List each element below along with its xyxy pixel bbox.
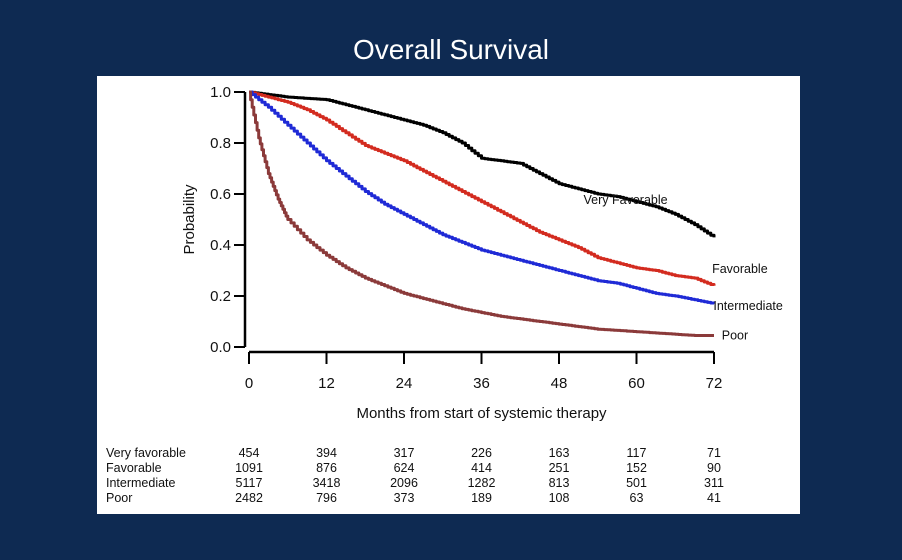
risk-value: 501: [626, 476, 647, 490]
curve-label-favorable: Favorable: [712, 262, 768, 276]
risk-value: 226: [471, 446, 492, 460]
risk-value: 90: [707, 461, 721, 475]
series-line-very-favorable: [249, 90, 716, 238]
y-tick-label: 1.0: [210, 84, 231, 101]
risk-value: 3418: [313, 476, 341, 490]
risk-value: 454: [239, 446, 260, 460]
risk-value: 394: [316, 446, 337, 460]
x-tick-label: 36: [473, 375, 490, 392]
risk-value: 2096: [390, 476, 418, 490]
risk-value: 2482: [235, 491, 263, 505]
risk-value: 189: [471, 491, 492, 505]
x-tick-label: 24: [396, 375, 413, 392]
risk-table: Very favorable 454 394 317 226 163 117 71 Favora…: [106, 446, 724, 505]
series-line-poor: [249, 90, 714, 337]
risk-value: 71: [707, 446, 721, 460]
chart-axes: 0.0 0.2 0.4 0.6 0.8 1.0 0 12 24 36 48 60 72 Months fr…: [181, 84, 722, 422]
risk-value: 152: [626, 461, 647, 475]
risk-row-label: Poor: [106, 491, 132, 505]
x-tick-label: 0: [245, 375, 253, 392]
risk-row-label: Favorable: [106, 461, 162, 475]
chart-panel: 0.0 0.2 0.4 0.6 0.8 1.0 0 12 24 36 48 60 72 Months fr…: [97, 76, 800, 514]
x-tick-label: 12: [318, 375, 335, 392]
curve-label-poor: Poor: [722, 328, 748, 342]
risk-value: 317: [394, 446, 415, 460]
y-tick-label: 0.8: [210, 135, 231, 152]
y-tick-label: 0.4: [210, 237, 231, 254]
y-tick-label: 0.6: [210, 186, 231, 203]
page-title: Overall Survival: [352, 34, 550, 65]
risk-value: 813: [549, 476, 570, 490]
x-tick-label: 60: [628, 375, 645, 392]
risk-value: 624: [394, 461, 415, 475]
series-line-intermediate: [249, 90, 716, 305]
risk-value: 108: [549, 491, 570, 505]
y-axis-title: Probability: [181, 184, 198, 255]
risk-value: 373: [394, 491, 415, 505]
x-tick-label: 48: [551, 375, 568, 392]
chart-curve-labels: Very Favorable Favorable Intermediate Poor: [584, 193, 783, 342]
risk-value: 1282: [468, 476, 496, 490]
risk-row-label: Intermediate: [106, 476, 176, 490]
series-line-favorable: [249, 90, 716, 286]
risk-value: 163: [549, 446, 570, 460]
risk-value: 63: [630, 491, 644, 505]
curve-label-very-favorable: Very Favorable: [584, 193, 668, 207]
chart-curves: [249, 90, 716, 337]
x-axis-title: Months from start of systemic therapy: [356, 405, 607, 422]
risk-row-label: Very favorable: [106, 446, 186, 460]
risk-value: 414: [471, 461, 492, 475]
risk-value: 796: [316, 491, 337, 505]
risk-value: 117: [627, 446, 647, 460]
risk-value: 5117: [236, 476, 263, 490]
curve-label-intermediate: Intermediate: [713, 299, 783, 313]
survival-chart: 0.0 0.2 0.4 0.6 0.8 1.0 0 12 24 36 48 60 72 Months fr…: [106, 84, 783, 505]
x-tick-label: 72: [706, 375, 723, 392]
y-tick-label: 0.2: [210, 288, 231, 305]
y-tick-label: 0.0: [210, 339, 231, 356]
risk-value: 251: [549, 461, 570, 475]
risk-value: 41: [707, 491, 721, 505]
risk-value: 1091: [235, 461, 263, 475]
risk-value: 311: [704, 476, 724, 490]
risk-value: 876: [316, 461, 337, 475]
